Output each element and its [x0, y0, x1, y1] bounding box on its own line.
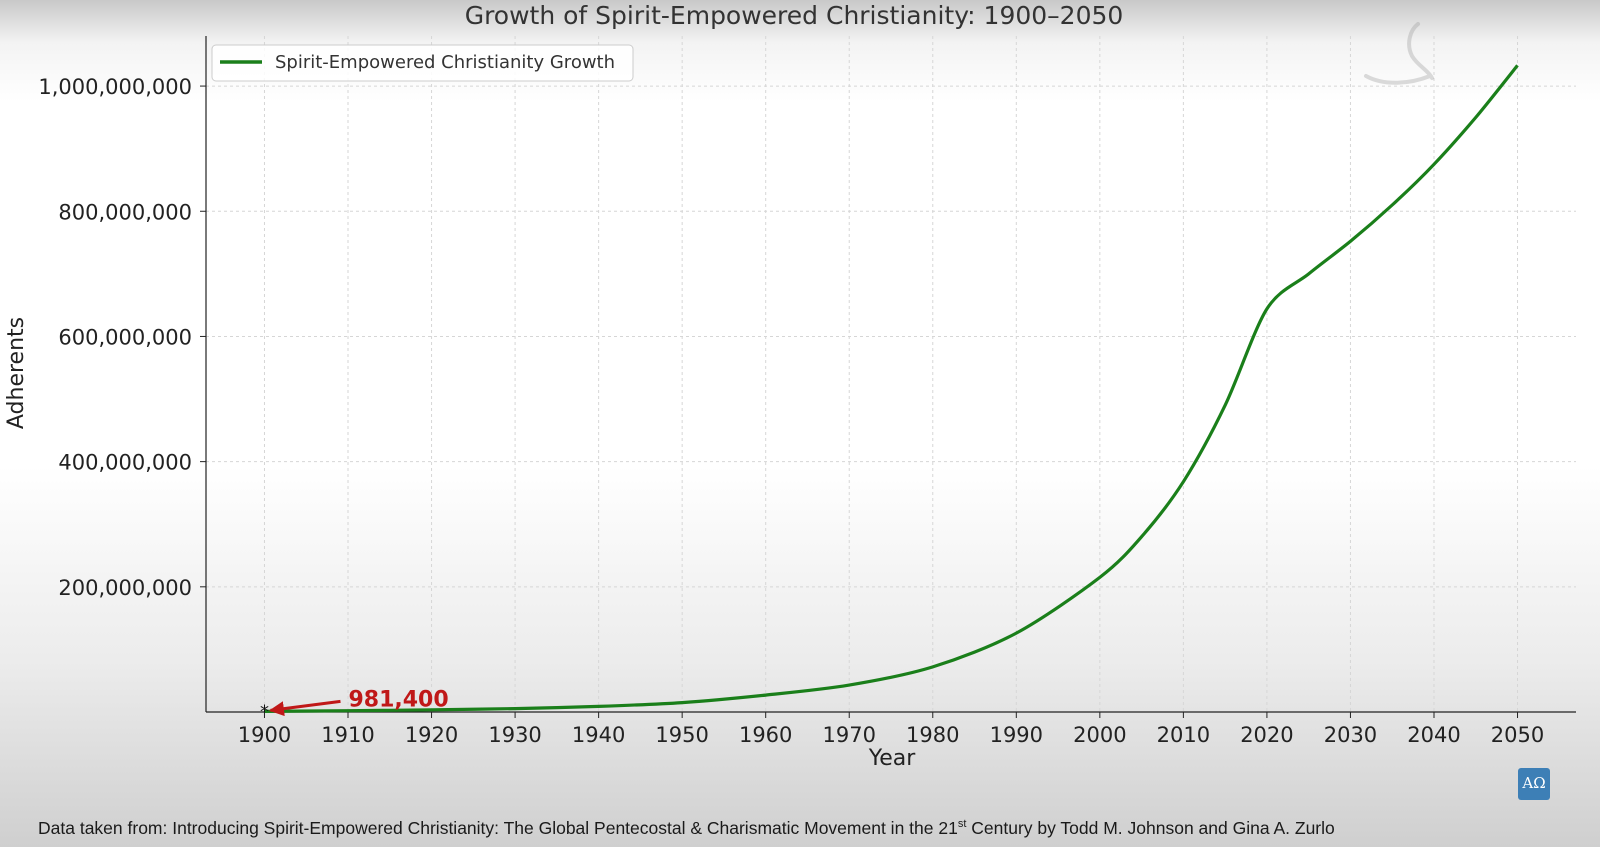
x-tick-label: 2050	[1491, 723, 1544, 747]
x-tick-label: 2000	[1073, 723, 1126, 747]
start-point-marker: *	[260, 701, 269, 722]
axes	[200, 36, 1576, 718]
grid	[206, 36, 1576, 712]
x-tick-label: 2030	[1324, 723, 1377, 747]
channel-logo-badge[interactable]: ΑΩ	[1518, 768, 1550, 800]
y-tick-label: 600,000,000	[58, 325, 192, 349]
legend-box	[211, 44, 634, 82]
x-tick-label: 1910	[321, 723, 374, 747]
source-prefix: Data taken from: Introducing Spirit-Empo…	[38, 818, 958, 838]
legend: Spirit-Empowered Christianity Growth	[211, 44, 634, 82]
x-tick-label: 1990	[990, 723, 1043, 747]
annotation-layer: * 981,400	[260, 687, 449, 722]
x-tick-label: 1920	[405, 723, 458, 747]
series-layer	[264, 64, 1519, 713]
source-ordinal-suffix: st	[957, 818, 967, 831]
x-tick-label: 2040	[1407, 723, 1460, 747]
y-axis-label: Adherents	[4, 317, 29, 429]
y-tick-label: 800,000,000	[58, 200, 192, 224]
y-tick-label: 400,000,000	[58, 451, 192, 475]
tick-labels: 1900 1910 1920 1930 1940 1950 1960 1970 1980 1990…	[38, 75, 1544, 747]
annotation-label: 981,400	[348, 687, 448, 712]
x-tick-label: 2020	[1240, 723, 1293, 747]
x-tick-label: 1940	[572, 723, 625, 747]
legend-label: Spirit-Empowered Christianity Growth	[275, 52, 615, 73]
watermark-logo	[1364, 22, 1434, 85]
x-tick-label: 1970	[823, 723, 876, 747]
x-tick-label: 2010	[1157, 723, 1210, 747]
y-tick-label: 1,000,000,000	[38, 75, 192, 99]
x-tick-label: 1980	[906, 723, 959, 747]
chart-title: Growth of Spirit-Empowered Christianity:…	[465, 1, 1124, 30]
x-tick-label: 1950	[655, 723, 708, 747]
source-suffix: Century by Todd M. Johnson and Gina A. Z…	[966, 818, 1335, 838]
x-tick-label: 1900	[238, 723, 291, 747]
x-tick-label: 1960	[739, 723, 792, 747]
y-tick-label: 200,000,000	[58, 576, 192, 600]
x-axis-label: Year	[868, 746, 917, 771]
annotation-arrow	[268, 699, 341, 717]
x-tick-label: 1930	[488, 723, 541, 747]
series-line	[264, 64, 1519, 713]
source-citation: Data taken from: Introducing Spirit-Empo…	[38, 818, 1335, 839]
